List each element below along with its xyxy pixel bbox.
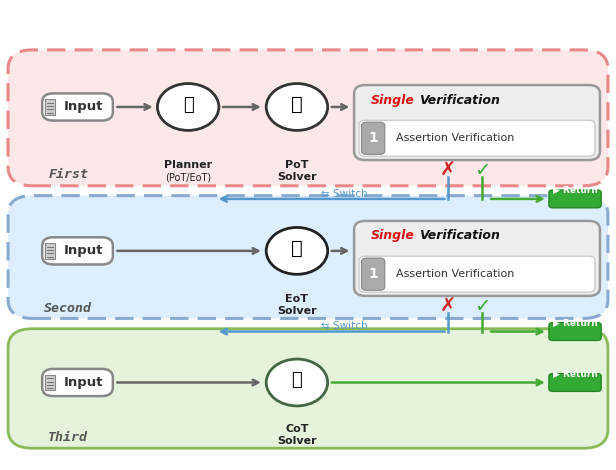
FancyBboxPatch shape: [354, 85, 600, 160]
Text: 1: 1: [368, 267, 378, 281]
FancyBboxPatch shape: [8, 50, 608, 186]
Text: ▶ Return: ▶ Return: [553, 186, 598, 195]
Text: Solver: Solver: [277, 172, 317, 182]
Circle shape: [266, 359, 328, 406]
Polygon shape: [45, 99, 55, 115]
Text: 🤖: 🤖: [291, 371, 302, 389]
FancyBboxPatch shape: [362, 258, 385, 290]
Text: ⇆ Switch: ⇆ Switch: [321, 321, 367, 331]
Text: ✗: ✗: [439, 297, 456, 316]
Text: Solver: Solver: [277, 306, 317, 316]
FancyBboxPatch shape: [42, 94, 113, 121]
Text: Input: Input: [64, 376, 103, 389]
Text: PoT: PoT: [285, 160, 309, 170]
Text: 🤖: 🤖: [183, 95, 193, 114]
Text: ▶ Return: ▶ Return: [553, 369, 598, 378]
Circle shape: [266, 84, 328, 130]
Polygon shape: [45, 375, 55, 391]
Text: Verification: Verification: [419, 229, 500, 243]
Text: ⇆ Switch: ⇆ Switch: [321, 188, 367, 198]
Text: 🐍: 🐍: [291, 95, 303, 114]
Text: Planner: Planner: [164, 160, 213, 170]
Text: ✗: ✗: [439, 161, 456, 180]
Text: Single: Single: [371, 94, 415, 107]
Text: Third: Third: [48, 431, 88, 445]
FancyBboxPatch shape: [549, 322, 601, 340]
Text: Verification: Verification: [419, 94, 500, 107]
Text: EoT: EoT: [285, 294, 309, 304]
Text: Assertion Verification: Assertion Verification: [396, 133, 514, 143]
FancyBboxPatch shape: [42, 237, 113, 265]
Text: ▶ Return: ▶ Return: [553, 319, 598, 328]
FancyBboxPatch shape: [549, 190, 601, 208]
Polygon shape: [45, 243, 55, 259]
Text: Assertion Verification: Assertion Verification: [396, 269, 514, 279]
FancyBboxPatch shape: [8, 196, 608, 318]
Text: Single: Single: [371, 229, 415, 243]
FancyBboxPatch shape: [359, 256, 595, 292]
Text: Input: Input: [64, 244, 103, 258]
Text: 🧮: 🧮: [291, 239, 303, 258]
FancyBboxPatch shape: [362, 122, 385, 155]
Text: First: First: [48, 168, 88, 180]
Text: CoT: CoT: [285, 423, 309, 433]
Text: (PoT/EoT): (PoT/EoT): [165, 172, 211, 182]
FancyBboxPatch shape: [354, 221, 600, 296]
Text: Second: Second: [44, 302, 92, 314]
Circle shape: [266, 227, 328, 274]
FancyBboxPatch shape: [549, 374, 601, 392]
Text: 1: 1: [368, 131, 378, 145]
Circle shape: [158, 84, 219, 130]
FancyBboxPatch shape: [8, 329, 608, 448]
Text: Input: Input: [64, 101, 103, 113]
Text: ✓: ✓: [474, 161, 490, 180]
Text: ✓: ✓: [474, 297, 490, 316]
FancyBboxPatch shape: [359, 120, 595, 156]
Text: Solver: Solver: [277, 436, 317, 446]
FancyBboxPatch shape: [42, 369, 113, 396]
